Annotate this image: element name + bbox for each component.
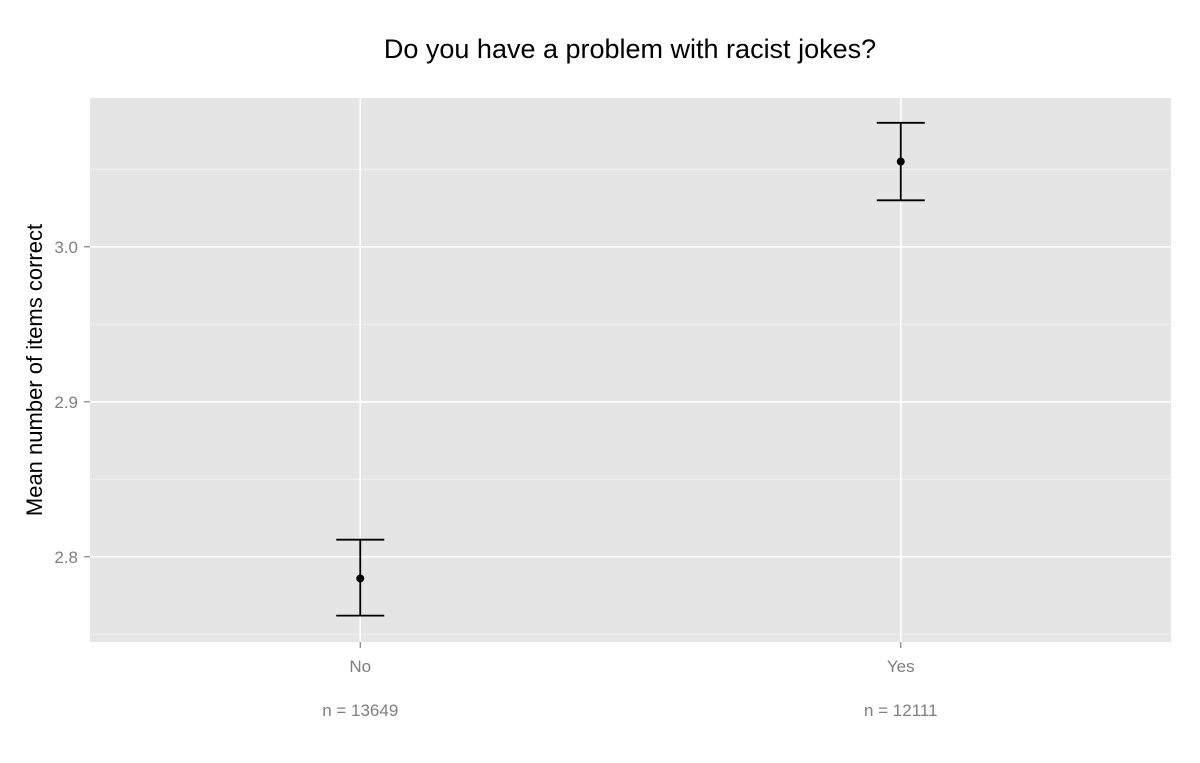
y-tick-label: 2.8 [54, 548, 78, 567]
y-tick-label: 3.0 [54, 238, 78, 257]
error-bar-yes [876, 121, 925, 202]
sample-size-label: n = 12111 [864, 701, 938, 720]
y-tick-label: 2.9 [54, 393, 78, 412]
grid-lines [90, 98, 1171, 642]
mean-point [896, 157, 905, 166]
axes: 2.8 2.9 3.0 No n = 13649 Yes n = 12111 [54, 238, 937, 720]
plot-panel [90, 98, 1171, 642]
mean-point [356, 574, 365, 583]
data-marks [336, 121, 925, 617]
x-tick-label: No [349, 657, 371, 676]
error-bar-no [336, 538, 385, 617]
sample-size-label: n = 13649 [322, 701, 398, 720]
chart-title: Do you have a problem with racist jokes? [384, 34, 876, 64]
x-tick-label: Yes [887, 657, 915, 676]
y-axis-title: Mean number of items correct [22, 224, 47, 516]
